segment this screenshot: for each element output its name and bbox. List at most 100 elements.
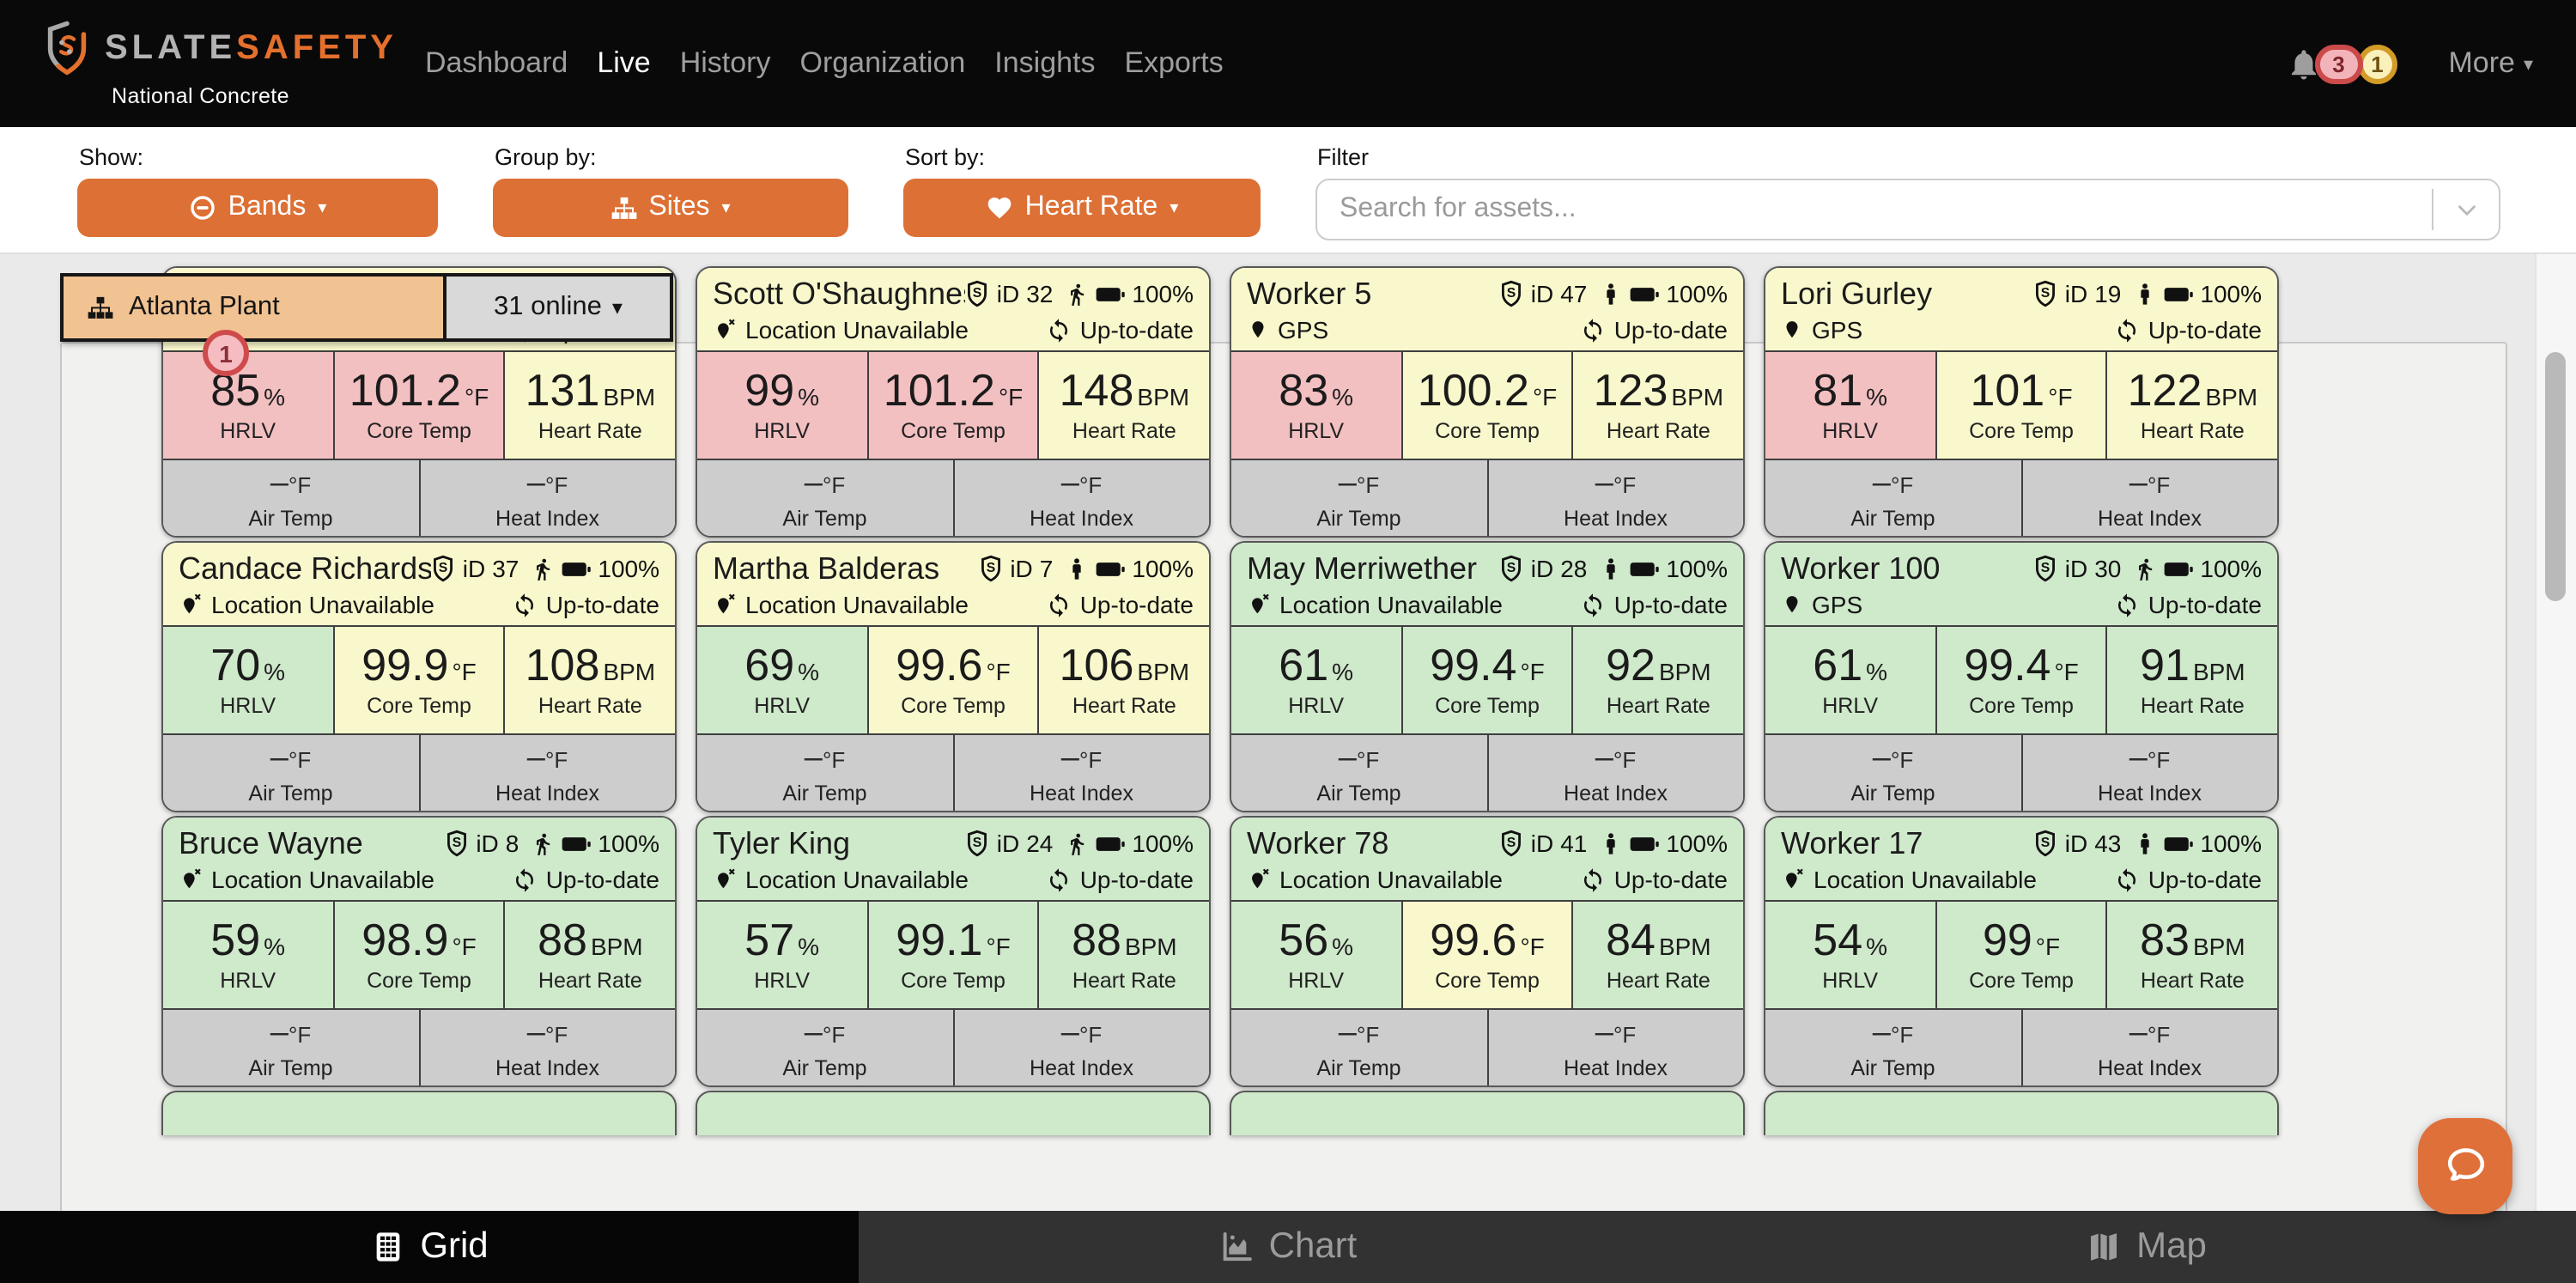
worker-card[interactable]: Martha Balderas S iD 7	[696, 541, 1211, 812]
worker-card-partial[interactable]	[696, 1091, 1211, 1135]
location-status: GPS	[1812, 591, 1863, 618]
metric-value: 91	[2140, 639, 2190, 690]
metric-label: HRLV	[1288, 419, 1345, 443]
nav-item-live[interactable]: Live	[597, 46, 651, 79]
battery-percent: 100%	[1666, 555, 1728, 582]
worker-card[interactable]: Lori Gurley S iD 19	[1764, 266, 2279, 538]
metric-cell: 108 BPM Heart Rate	[505, 627, 675, 733]
chart-view-icon	[1223, 1232, 1252, 1262]
worker-card-partial[interactable]	[1764, 1091, 2279, 1135]
env-label: Air Temp	[1316, 781, 1401, 805]
search-dropdown-toggle[interactable]	[2433, 195, 2499, 224]
env-unit: °F	[1890, 1021, 1914, 1047]
show-label: Show:	[79, 144, 144, 170]
env-label: Heat Index	[1030, 1055, 1133, 1079]
metric-unit: °F	[2035, 933, 2061, 960]
tab-map[interactable]: Map	[1717, 1211, 2576, 1283]
metrics-row: 70% HRLV 99.9 °F Core Temp 108 BPM Heart R…	[163, 625, 675, 735]
bell-icon[interactable]	[2285, 46, 2321, 82]
svg-text:S: S	[453, 836, 462, 850]
band-id-label: iD	[1530, 280, 1554, 307]
env-unit: °F	[822, 471, 846, 497]
env-label: Heat Index	[1030, 506, 1133, 530]
location-off-icon	[1786, 867, 1803, 888]
worker-name: Scott O'Shaughnessy	[713, 277, 966, 311]
worker-card[interactable]: Worker 5 S iD 47	[1230, 266, 1745, 538]
online-count-dropdown[interactable]: 31 online ▾	[443, 277, 670, 338]
env-unit: °F	[1356, 471, 1380, 497]
site-name-cell[interactable]: Atlanta Plant	[64, 277, 443, 338]
nav-item-insights[interactable]: Insights	[994, 46, 1096, 79]
sites-dropdown-label: Sites	[648, 192, 710, 222]
worker-card[interactable]: Candace Richards S iD 37	[161, 541, 677, 812]
metric-cell: 123 BPM Heart Rate	[1573, 352, 1743, 459]
worker-card[interactable]: Worker 17 S iD 43	[1764, 816, 2279, 1087]
worker-card-partial[interactable]	[161, 1091, 677, 1135]
alert-count-badge[interactable]: 3	[2314, 44, 2363, 83]
metric-cell: 59% HRLV	[163, 902, 335, 1008]
scrollbar-thumb[interactable]	[2545, 352, 2566, 601]
nav-item-exports[interactable]: Exports	[1124, 46, 1224, 79]
metric-value: 123	[1593, 364, 1668, 416]
env-value: –	[1060, 1014, 1079, 1050]
svg-text:S: S	[1508, 836, 1517, 850]
env-label: Heat Index	[1564, 506, 1668, 530]
battery-full-icon	[1631, 836, 1660, 850]
metric-unit: BPM	[1658, 933, 1711, 960]
metric-unit: %	[264, 658, 286, 685]
search-divider	[2432, 189, 2433, 230]
worker-card[interactable]: Worker 100 S iD 30	[1764, 541, 2279, 812]
cards-grid: Chris Nichols S iD 31	[161, 266, 2279, 1283]
tab-grid[interactable]: Grid	[0, 1211, 859, 1283]
env-label: Air Temp	[782, 506, 867, 530]
metric-label: Heart Rate	[2140, 969, 2245, 993]
env-value: –	[526, 1014, 545, 1050]
tab-chart[interactable]: Chart	[859, 1211, 1717, 1283]
sync-status: Up-to-date	[1079, 866, 1194, 893]
metric-unit: °F	[998, 383, 1024, 410]
env-label: Air Temp	[248, 1055, 333, 1079]
bands-dropdown-button[interactable]: Bands ▾	[77, 179, 438, 237]
env-cell: – °F Heat Index	[2022, 460, 2277, 536]
location-pin-icon	[1252, 320, 1264, 337]
worker-card-partial[interactable]	[1230, 1091, 1745, 1135]
chat-launcher-button[interactable]	[2418, 1118, 2512, 1214]
worker-card[interactable]: Bruce Wayne S iD 8	[161, 816, 677, 1087]
env-value: –	[1595, 465, 1613, 501]
location-status: Location Unavailable	[745, 591, 969, 618]
slatesafety-band-id-icon: S	[968, 280, 987, 307]
metric-unit: %	[798, 658, 820, 685]
heart-rate-dropdown-button[interactable]: Heart Rate ▾	[903, 179, 1261, 237]
nav-item-organization[interactable]: Organization	[799, 46, 966, 79]
metric-label: Core Temp	[1435, 694, 1540, 718]
metric-value: 100.2	[1417, 364, 1529, 416]
site-group-header[interactable]: Atlanta Plant 31 online ▾	[60, 273, 673, 342]
env-cell: – °F Air Temp	[1231, 735, 1488, 811]
worker-card[interactable]: Worker 78 S iD 41	[1230, 816, 1745, 1087]
main-nav: Dashboard Live History Organization Insi…	[425, 46, 1224, 81]
vertical-scrollbar[interactable]	[2535, 254, 2576, 1211]
metric-value: 108	[525, 639, 600, 690]
slatesafety-shield-logo-icon	[47, 20, 87, 75]
metric-label: Heart Rate	[2140, 694, 2245, 718]
more-menu-button[interactable]: More ▾	[2448, 46, 2533, 81]
asset-search-input[interactable]	[1317, 194, 2432, 225]
env-unit: °F	[2147, 1021, 2171, 1047]
metric-label: HRLV	[220, 969, 276, 993]
env-label: Heat Index	[495, 1055, 599, 1079]
worker-card[interactable]: May Merriwether S iD 28	[1230, 541, 1745, 812]
nav-item-history[interactable]: History	[679, 46, 771, 79]
svg-text:S: S	[974, 286, 983, 301]
brand-logo[interactable]: SLATESAFETY National Concrete	[43, 20, 398, 107]
worker-card[interactable]: Tyler King S iD 24	[696, 816, 1211, 1087]
nav-item-dashboard[interactable]: Dashboard	[424, 46, 568, 79]
warning-count-badge[interactable]: 1	[2357, 44, 2397, 83]
metric-label: Core Temp	[367, 969, 471, 993]
worker-card[interactable]: Scott O'Shaughnessy S iD 32	[696, 266, 1211, 538]
metric-label: Heart Rate	[1606, 419, 1710, 443]
filter-label: Filter	[1317, 144, 1369, 170]
sites-dropdown-button[interactable]: Sites ▾	[493, 179, 848, 237]
chevron-down-icon: ▾	[1170, 198, 1179, 217]
person-walking-icon	[2139, 557, 2153, 580]
env-cell: – °F Air Temp	[697, 1010, 954, 1085]
